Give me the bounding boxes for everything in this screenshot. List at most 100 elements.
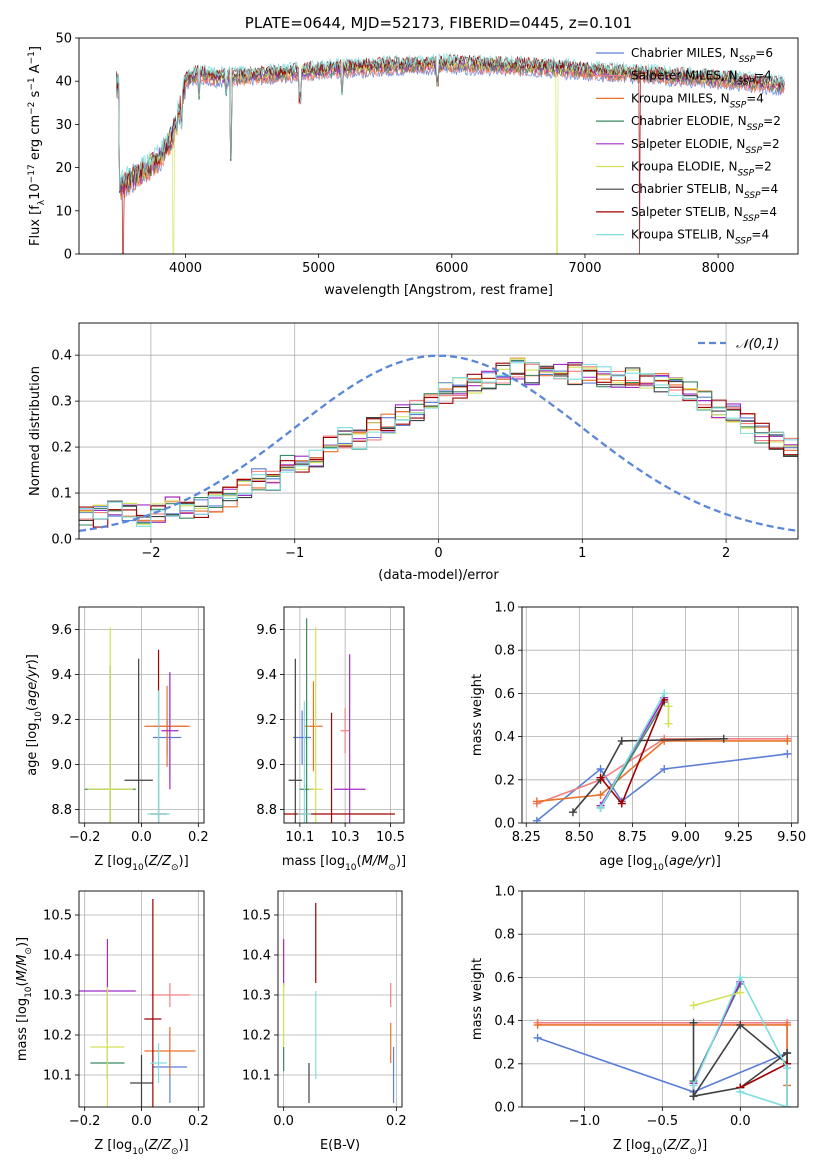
weight-line-kroupa-miles	[536, 740, 788, 803]
error-bars	[84, 627, 190, 823]
axes-frame	[78, 37, 799, 255]
x-tick-label: 8.25	[512, 830, 541, 845]
x-axis-label: (data-model)/error	[378, 568, 499, 583]
x-tick-label: −0.5	[647, 1114, 679, 1129]
y-axis-label: Normed distribution	[28, 366, 43, 496]
legend-label: Kroupa STELIB, NSSP=4	[631, 228, 769, 247]
y-tick-label: 0.4	[494, 730, 515, 745]
axes-frame	[78, 890, 205, 1108]
x-tick-label: 7000	[568, 261, 601, 276]
y-tick-label: 0.6	[494, 971, 515, 986]
legend-label: Chabrier STELIB, NSSP=4	[631, 182, 778, 201]
y-tick-label: 0.1	[51, 487, 72, 502]
y-tick-label: 0.3	[51, 395, 72, 410]
weight-marker	[568, 808, 577, 817]
weight-line-kroupa-stelib	[599, 693, 665, 809]
axes-frame	[283, 606, 405, 824]
x-tick-label: 4000	[169, 261, 202, 276]
x-tick-label: 0.2	[386, 1114, 407, 1129]
weight-marker	[660, 765, 669, 773]
weight-marker	[660, 736, 669, 745]
axes-frame	[78, 606, 205, 824]
y-axis-label: mass [log10(M/M⊙)]	[15, 937, 34, 1061]
x-tick-label: 2	[722, 546, 730, 561]
y-tick-label: 0.8	[494, 928, 515, 943]
y-tick-label: 10.4	[43, 949, 72, 964]
spectrum-line-chabrier-miles	[115, 63, 785, 200]
y-tick-label: 10.3	[43, 989, 72, 1004]
age-vs-mass-panel: 10.1 10.3 10.5 8.8 9.0 9.2 9.4 9.6 mass [log10(M…	[256, 606, 406, 873]
chart-title: PLATE=0644, MJD=52173, FIBERID=0445, z=0…	[245, 14, 632, 32]
x-tick-label: 6000	[435, 261, 468, 276]
x-tick-label: 0	[434, 546, 442, 561]
error-bars	[79, 899, 196, 1107]
y-tick-label: 10.1	[242, 1069, 271, 1084]
weight-lines	[532, 689, 792, 823]
weight-marker	[689, 1001, 698, 1010]
legend-label: 𝒩(0,1)	[736, 337, 779, 352]
y-tick-label: 8.8	[51, 803, 72, 818]
weight-vs-Z-panel: −1.0 −0.5 0.0 0.0 0.2 0.4 0.6 0.8 1.0 Z [log10(Z/…	[470, 885, 799, 1157]
normal-curve	[79, 354, 798, 533]
axes-frame	[78, 322, 799, 540]
x-axis-label: mass [log10(M/M⊙)]	[282, 854, 406, 873]
x-tick-label: 0.0	[730, 1114, 751, 1129]
weight-marker	[689, 1092, 698, 1101]
y-axis-label: mass weight	[470, 958, 485, 1040]
y-tick-label: 1.0	[494, 601, 515, 616]
weight-vs-age-panel: 8.25 8.50 8.75 9.00 9.25 9.50 0.0 0.2 0.4 0.6 0.8 1…	[470, 601, 806, 874]
weight-marker	[532, 797, 541, 806]
x-tick-label: 9.25	[724, 830, 753, 845]
weight-marker	[596, 765, 605, 773]
y-tick-label: 0.0	[51, 533, 72, 548]
histogram-salpeter-stelib	[79, 362, 798, 528]
weight-marker	[689, 1081, 698, 1090]
x-tick-label: 8000	[702, 261, 735, 276]
y-tick-label: 0.4	[51, 349, 72, 364]
legend-label: Salpeter STELIB, NSSP=4	[631, 205, 777, 224]
weight-marker	[783, 1103, 792, 1107]
x-axis-label: age [log10(age/yr)]	[599, 854, 721, 873]
y-tick-label: 8.8	[256, 803, 277, 818]
y-tick-label: 0.0	[494, 1101, 515, 1116]
weight-marker	[783, 1064, 792, 1073]
y-tick-label: 10.4	[242, 949, 271, 964]
weight-marker	[783, 736, 792, 745]
y-tick-label: 0.2	[51, 441, 72, 456]
weight-marker	[664, 719, 673, 728]
weight-line-chabrier-stelib	[572, 738, 724, 813]
x-tick-label: 10.1	[285, 830, 314, 845]
weight-marker	[689, 1018, 698, 1027]
weight-marker	[783, 1049, 792, 1057]
legend-label: Chabrier ELODIE, NSSP=2	[631, 114, 781, 133]
x-tick-label: 0.0	[273, 1114, 294, 1129]
y-tick-label: 10.5	[242, 909, 271, 924]
x-axis-label: wavelength [Angstrom, rest frame]	[324, 283, 553, 298]
error-bars	[283, 903, 395, 1103]
y-tick-label: 9.6	[256, 623, 277, 638]
y-tick-label: 9.2	[51, 713, 72, 728]
weight-marker	[664, 702, 673, 711]
weight-marker	[533, 1020, 542, 1029]
residuals-panel: −2 −1 0 1 2 0.0 0.1 0.2 0.3 0.4 (data-model)/error…	[28, 322, 799, 583]
y-tick-label: 20	[55, 161, 72, 176]
y-tick-label: 10.2	[43, 1029, 72, 1044]
y-axis-label: mass weight	[470, 674, 485, 756]
x-tick-label: 1	[578, 546, 586, 561]
spectrum-line-kroupa-elodie	[115, 57, 785, 254]
weight-lines	[533, 973, 792, 1107]
legend-label: Salpeter MILES, NSSP=4	[631, 69, 772, 88]
x-axis-label: Z [log10(Z/Z⊙)]	[613, 1138, 707, 1157]
weight-marker	[660, 689, 669, 698]
weight-line-salpeter-stelib	[739, 1063, 788, 1089]
weight-marker	[617, 799, 626, 808]
weight-marker	[736, 1020, 745, 1029]
y-tick-label: 9.4	[51, 668, 72, 683]
y-tick-label: 40	[55, 75, 72, 90]
histograms	[79, 354, 798, 533]
legend-label: Salpeter ELODIE, NSSP=2	[631, 137, 780, 156]
y-tick-label: 10.1	[43, 1069, 72, 1084]
weight-marker	[532, 816, 541, 823]
weight-marker	[596, 773, 605, 782]
